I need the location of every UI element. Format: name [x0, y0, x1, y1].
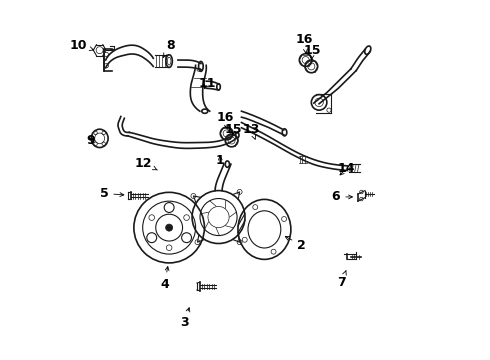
- Text: 14: 14: [338, 162, 355, 175]
- Text: 9: 9: [86, 134, 95, 147]
- Text: 2: 2: [285, 237, 306, 252]
- Text: 16: 16: [216, 111, 234, 129]
- Text: 12: 12: [135, 157, 157, 170]
- Text: 15: 15: [225, 123, 243, 136]
- Text: 15: 15: [304, 44, 321, 60]
- Text: 13: 13: [243, 123, 260, 139]
- Text: 11: 11: [198, 77, 216, 90]
- Circle shape: [166, 224, 172, 231]
- Text: 16: 16: [295, 33, 313, 53]
- Text: 8: 8: [164, 39, 174, 57]
- Text: 3: 3: [180, 308, 190, 329]
- Text: 10: 10: [70, 39, 94, 52]
- Text: 5: 5: [99, 187, 124, 200]
- Text: 4: 4: [160, 266, 169, 291]
- Text: 1: 1: [216, 154, 225, 167]
- Text: 6: 6: [332, 190, 352, 203]
- Text: 7: 7: [337, 270, 346, 289]
